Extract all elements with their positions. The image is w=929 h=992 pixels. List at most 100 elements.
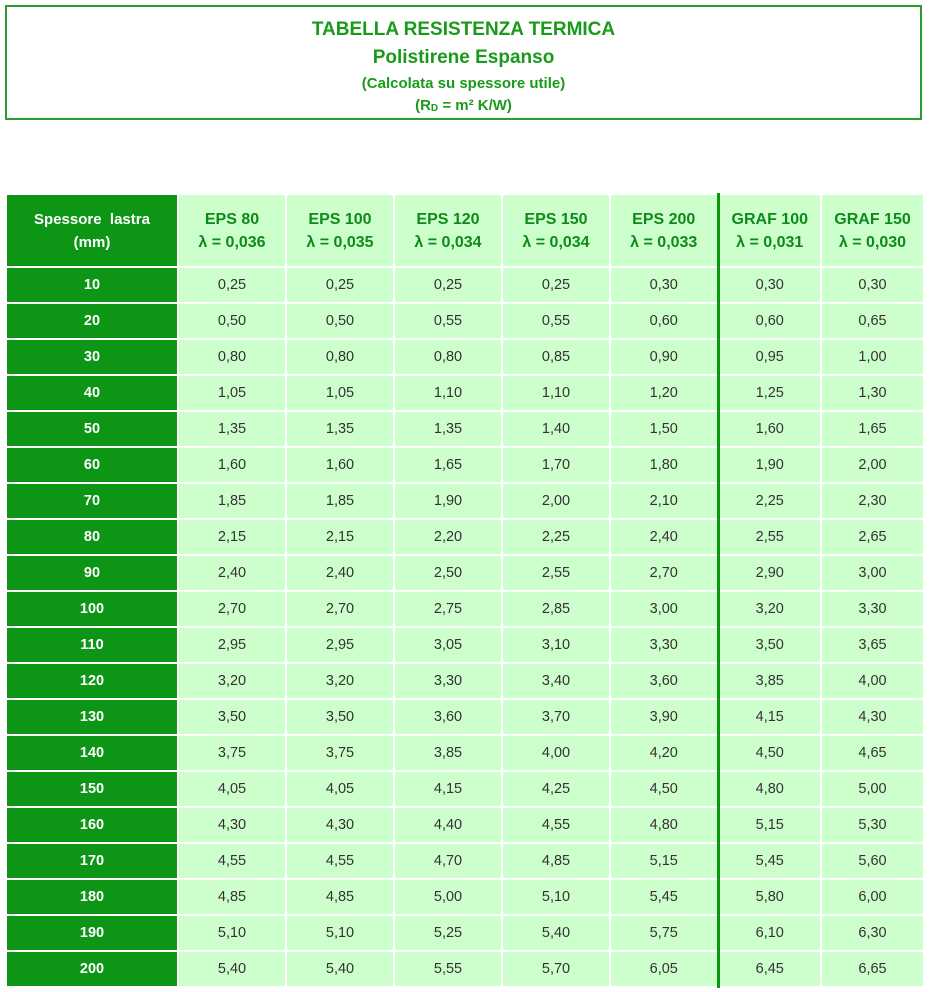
resistance-value-cell: 3,85 bbox=[716, 662, 822, 700]
resistance-value-cell: 4,15 bbox=[393, 770, 503, 808]
resistance-value-cell: 5,10 bbox=[285, 914, 395, 952]
resistance-value-cell: 4,50 bbox=[716, 734, 822, 772]
resistance-value-cell: 1,60 bbox=[716, 410, 822, 448]
resistance-value-cell: 1,90 bbox=[393, 482, 503, 520]
column-header: EPS 80 λ = 0,036 bbox=[177, 193, 287, 268]
calculation-note: (Calcolata su spessore utile) bbox=[361, 75, 566, 92]
resistance-value-cell: 1,50 bbox=[609, 410, 719, 448]
thickness-cell: 90 bbox=[5, 554, 179, 592]
resistance-value-cell: 2,65 bbox=[820, 518, 925, 556]
resistance-value-cell: 2,25 bbox=[716, 482, 822, 520]
resistance-value-cell: 0,90 bbox=[609, 338, 719, 376]
column-lambda: λ = 0,031 bbox=[736, 233, 804, 251]
thickness-cell: 40 bbox=[5, 374, 179, 412]
resistance-value-cell: 0,30 bbox=[609, 266, 719, 304]
thickness-cell: 160 bbox=[5, 806, 179, 844]
resistance-value-cell: 5,15 bbox=[609, 842, 719, 880]
resistance-value-cell: 0,65 bbox=[820, 302, 925, 340]
resistance-value-cell: 0,80 bbox=[393, 338, 503, 376]
table-row: 80 2,15 2,15 2,20 2,25 2,40 2,55 2,65 bbox=[5, 518, 925, 556]
resistance-value-cell: 2,30 bbox=[820, 482, 925, 520]
table-row: 70 1,85 1,85 1,90 2,00 2,10 2,25 2,30 bbox=[5, 482, 925, 520]
resistance-value-cell: 3,20 bbox=[285, 662, 395, 700]
resistance-value-cell: 3,50 bbox=[716, 626, 822, 664]
resistance-value-cell: 4,40 bbox=[393, 806, 503, 844]
resistance-value-cell: 0,30 bbox=[716, 266, 822, 304]
resistance-value-cell: 0,55 bbox=[393, 302, 503, 340]
resistance-value-cell: 3,50 bbox=[285, 698, 395, 736]
resistance-value-cell: 4,80 bbox=[609, 806, 719, 844]
table-row: 170 4,55 4,55 4,70 4,85 5,15 5,45 5,60 bbox=[5, 842, 925, 880]
thickness-cell: 60 bbox=[5, 446, 179, 484]
resistance-value-cell: 2,20 bbox=[393, 518, 503, 556]
resistance-value-cell: 3,75 bbox=[285, 734, 395, 772]
table-row: 100 2,70 2,70 2,75 2,85 3,00 3,20 3,30 bbox=[5, 590, 925, 628]
resistance-value-cell: 5,40 bbox=[177, 950, 287, 988]
resistance-value-cell: 3,20 bbox=[177, 662, 287, 700]
resistance-value-cell: 2,15 bbox=[177, 518, 287, 556]
resistance-value-cell: 6,10 bbox=[716, 914, 822, 952]
table-row: 120 3,20 3,20 3,30 3,40 3,60 3,85 4,00 bbox=[5, 662, 925, 700]
resistance-value-cell: 4,20 bbox=[609, 734, 719, 772]
table-row: 180 4,85 4,85 5,00 5,10 5,45 5,80 6,00 bbox=[5, 878, 925, 916]
resistance-value-cell: 5,10 bbox=[177, 914, 287, 952]
thickness-cell: 10 bbox=[5, 266, 179, 304]
resistance-value-cell: 0,95 bbox=[716, 338, 822, 376]
resistance-value-cell: 4,85 bbox=[285, 878, 395, 916]
resistance-value-cell: 0,55 bbox=[501, 302, 611, 340]
resistance-value-cell: 5,80 bbox=[716, 878, 822, 916]
resistance-value-cell: 3,90 bbox=[609, 698, 719, 736]
thickness-cell: 70 bbox=[5, 482, 179, 520]
resistance-value-cell: 3,75 bbox=[177, 734, 287, 772]
resistance-value-cell: 2,10 bbox=[609, 482, 719, 520]
resistance-value-cell: 2,25 bbox=[501, 518, 611, 556]
unit-note-subscript: D bbox=[430, 103, 439, 114]
resistance-value-cell: 0,80 bbox=[177, 338, 287, 376]
resistance-value-cell: 2,40 bbox=[609, 518, 719, 556]
resistance-value-cell: 5,25 bbox=[393, 914, 503, 952]
table-row: 10 0,25 0,25 0,25 0,25 0,30 0,30 0,30 bbox=[5, 266, 925, 304]
column-header: EPS 120 λ = 0,034 bbox=[393, 193, 503, 268]
resistance-value-cell: 5,30 bbox=[820, 806, 925, 844]
resistance-value-cell: 5,00 bbox=[393, 878, 503, 916]
resistance-value-cell: 0,50 bbox=[177, 302, 287, 340]
resistance-value-cell: 1,10 bbox=[393, 374, 503, 412]
resistance-value-cell: 4,05 bbox=[177, 770, 287, 808]
resistance-value-cell: 5,55 bbox=[393, 950, 503, 988]
resistance-value-cell: 3,60 bbox=[609, 662, 719, 700]
resistance-value-cell: 1,65 bbox=[820, 410, 925, 448]
resistance-value-cell: 3,00 bbox=[609, 590, 719, 628]
resistance-value-cell: 4,55 bbox=[501, 806, 611, 844]
thickness-header-label: Spessore lastra bbox=[34, 210, 150, 228]
table-row: 60 1,60 1,60 1,65 1,70 1,80 1,90 2,00 bbox=[5, 446, 925, 484]
resistance-value-cell: 2,00 bbox=[501, 482, 611, 520]
resistance-value-cell: 4,50 bbox=[609, 770, 719, 808]
resistance-value-cell: 4,00 bbox=[820, 662, 925, 700]
resistance-value-cell: 5,00 bbox=[820, 770, 925, 808]
thickness-cell: 200 bbox=[5, 950, 179, 988]
resistance-value-cell: 1,35 bbox=[285, 410, 395, 448]
resistance-value-cell: 1,90 bbox=[716, 446, 822, 484]
resistance-value-cell: 1,80 bbox=[609, 446, 719, 484]
resistance-value-cell: 1,05 bbox=[285, 374, 395, 412]
table-title: TABELLA RESISTENZA TERMICA bbox=[311, 19, 616, 40]
resistance-value-cell: 4,05 bbox=[285, 770, 395, 808]
resistance-value-cell: 0,25 bbox=[501, 266, 611, 304]
resistance-value-cell: 0,25 bbox=[393, 266, 503, 304]
table-row: 140 3,75 3,75 3,85 4,00 4,20 4,50 4,65 bbox=[5, 734, 925, 772]
column-header: EPS 100 λ = 0,035 bbox=[285, 193, 395, 268]
resistance-value-cell: 3,30 bbox=[393, 662, 503, 700]
resistance-value-cell: 4,25 bbox=[501, 770, 611, 808]
resistance-value-cell: 2,95 bbox=[285, 626, 395, 664]
thickness-cell: 110 bbox=[5, 626, 179, 664]
resistance-value-cell: 3,50 bbox=[177, 698, 287, 736]
resistance-value-cell: 2,95 bbox=[177, 626, 287, 664]
unit-note: (RD = m² K/W) bbox=[7, 97, 920, 114]
resistance-value-cell: 1,35 bbox=[393, 410, 503, 448]
column-header: GRAF 100 λ = 0,031 bbox=[716, 193, 822, 268]
column-header: EPS 200 λ = 0,033 bbox=[609, 193, 719, 268]
resistance-value-cell: 0,25 bbox=[285, 266, 395, 304]
header-row: Spessore lastra (mm) EPS 80 λ = 0,036 EP… bbox=[5, 193, 925, 268]
resistance-value-cell: 5,60 bbox=[820, 842, 925, 880]
resistance-value-cell: 2,15 bbox=[285, 518, 395, 556]
